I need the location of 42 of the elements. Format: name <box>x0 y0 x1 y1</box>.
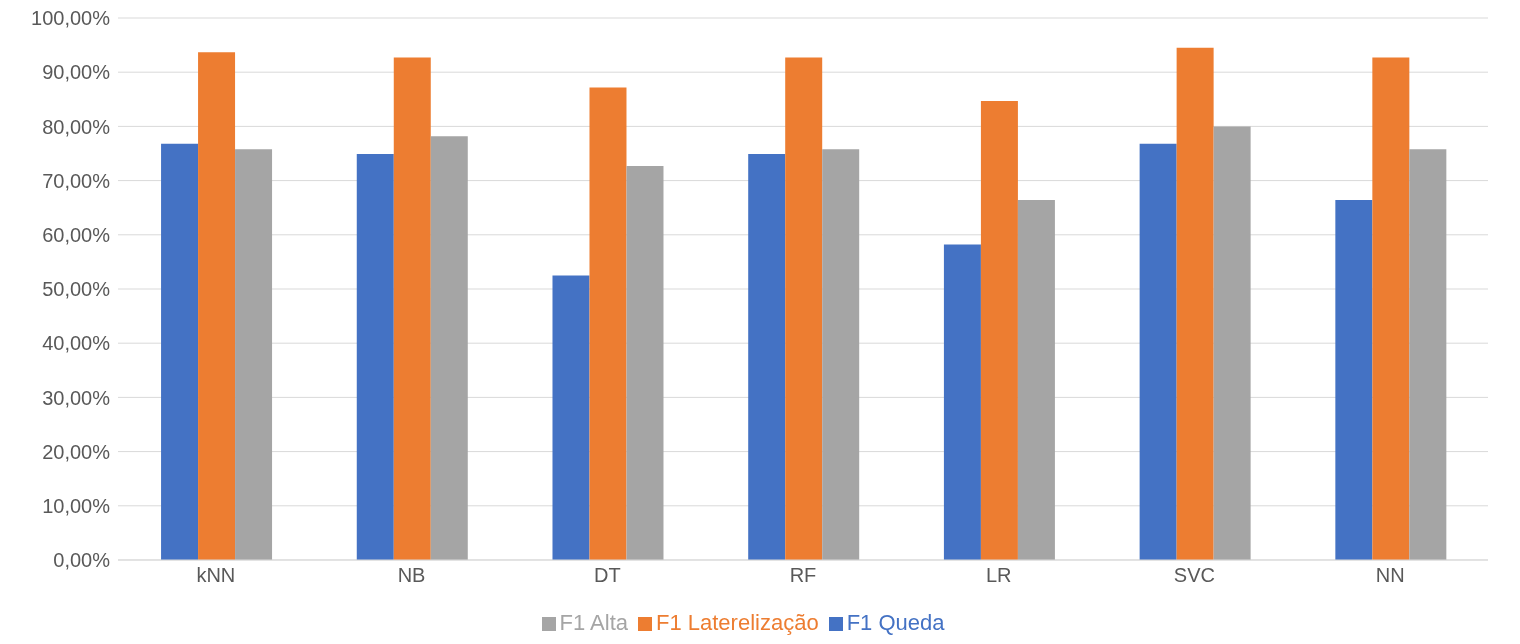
x-tick-label: SVC <box>1173 564 1215 587</box>
bar <box>161 143 199 560</box>
bar <box>626 165 664 560</box>
bar <box>1139 143 1177 560</box>
x-tick-label: LR <box>985 564 1012 587</box>
y-tick-label: 50,00% <box>42 278 111 301</box>
bar <box>822 149 860 560</box>
x-tick-label: RF <box>789 564 817 587</box>
y-tick-label: 30,00% <box>42 386 111 409</box>
bar <box>1409 149 1447 560</box>
bar <box>1335 200 1373 560</box>
bar <box>943 244 981 560</box>
x-tick-label: NB <box>397 564 426 587</box>
bar <box>356 154 394 560</box>
y-tick-label: 0,00% <box>53 549 111 572</box>
bar <box>430 136 468 560</box>
y-tick-label: 70,00% <box>42 169 111 192</box>
y-tick-label: 20,00% <box>42 440 111 463</box>
y-tick-label: 80,00% <box>42 115 111 138</box>
legend-label: F1 Queda <box>846 610 945 635</box>
x-tick-label: kNN <box>196 564 236 587</box>
x-tick-label: NN <box>1375 564 1405 587</box>
y-tick-label: 10,00% <box>42 494 111 517</box>
y-tick-label: 90,00% <box>42 61 111 84</box>
x-tick-label: DT <box>593 564 621 587</box>
y-tick-label: 60,00% <box>42 223 111 246</box>
y-tick-label: 100,00% <box>31 7 111 30</box>
bar <box>235 149 273 560</box>
bar <box>1213 126 1251 560</box>
bar <box>198 52 236 560</box>
bar <box>980 100 1018 560</box>
bar <box>393 57 431 560</box>
bar <box>785 57 823 560</box>
legend-label: F1 Alta <box>559 610 628 635</box>
bar <box>1176 47 1214 560</box>
bar <box>1372 57 1410 560</box>
bar <box>748 154 786 560</box>
bar <box>552 275 590 560</box>
y-tick-label: 40,00% <box>42 332 111 355</box>
bar <box>589 87 627 560</box>
bar <box>1017 200 1055 560</box>
legend-label: F1 Laterelização <box>655 610 819 635</box>
